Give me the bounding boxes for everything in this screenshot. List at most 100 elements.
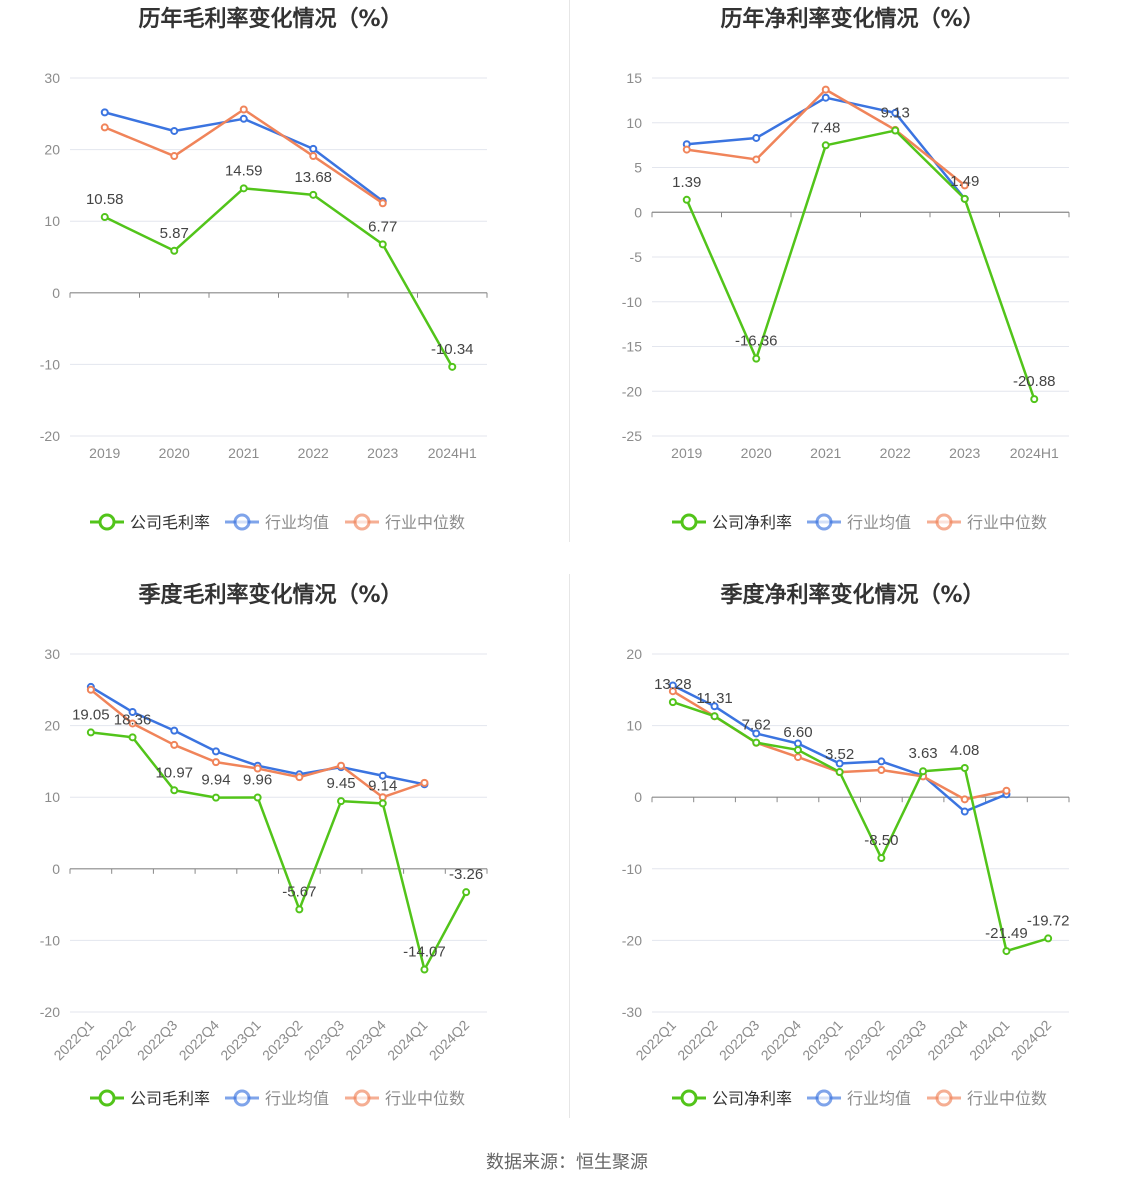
data-point-industry_median [682,145,691,154]
data-point-company [960,194,969,203]
y-tick-label: 30 [44,70,60,86]
data-point-industry_avg [309,144,318,153]
y-tick-label: -10 [40,356,60,372]
data-point-company [420,965,429,974]
data-point-company [752,354,761,363]
data-point-industry_median [378,199,387,208]
data-point-industry_median [295,773,304,782]
data-label: 6.60 [783,724,812,741]
x-tick-label: 2023Q4 [342,1017,389,1064]
x-tick-label: 2024Q1 [384,1017,431,1064]
data-label: 10.97 [155,764,193,781]
x-tick-label: 2022Q3 [134,1017,181,1064]
x-tick-label: 2024H1 [428,445,477,461]
x-tick-label: 2019 [671,445,702,461]
legend-marker-icon [680,513,698,531]
data-point-company [448,362,457,371]
legend-label: 行业中位数 [967,1090,1047,1108]
data-point-industry_median [668,687,677,696]
data-label: 13.28 [654,676,692,693]
legend-label: 行业中位数 [967,514,1047,532]
legend-marker-icon [680,1089,698,1107]
data-point-industry_avg [960,807,969,816]
data-point-company [835,767,844,776]
data-point-company [378,240,387,249]
series-line-company [104,187,454,368]
chart-quarterly-gross-margin: 季度毛利率变化情况（%）3020100-10-202022Q12022Q2202… [40,582,488,1108]
data-point-industry_median [960,181,969,190]
data-point-industry_avg [793,739,802,748]
x-tick-label: 2023Q2 [259,1017,306,1064]
data-point-company [682,195,691,204]
data-point-industry_median [170,152,179,161]
legend-label: 行业中位数 [385,1090,465,1108]
data-point-company [752,738,761,747]
data-point-industry_median [337,761,346,770]
data-point-company [891,126,900,135]
data-point-industry_median [128,719,137,728]
data-point-industry_median [1002,786,1011,795]
data-point-industry_avg [170,726,179,735]
x-tick-label: 2023Q3 [883,1017,930,1064]
data-point-industry_median [211,758,220,767]
data-point-industry_avg [239,114,248,123]
data-point-company [170,246,179,255]
x-tick-label: 2020 [741,445,772,461]
y-tick-label: -25 [622,428,642,444]
data-label: 7.48 [811,119,840,136]
data-label: -8.50 [864,832,898,849]
data-label: 1.49 [950,173,979,190]
chart-quarterly-net-margin: 季度净利率变化情况（%）20100-10-20-302022Q12022Q220… [622,582,1070,1108]
data-label: -16.36 [735,333,778,350]
chart-title: 季度毛利率变化情况（%） [138,582,402,608]
x-tick-label: 2023Q3 [301,1017,348,1064]
data-point-company [128,733,137,742]
data-label: 1.39 [672,174,701,191]
chart-title: 历年净利率变化情况（%） [720,6,984,32]
x-tick-label: 2021 [228,445,259,461]
data-point-company [821,141,830,150]
y-tick-label: -20 [40,1004,60,1020]
y-tick-label: 0 [634,789,642,805]
x-tick-label: 2022 [298,445,329,461]
data-point-company [1002,947,1011,956]
data-point-industry_avg [752,729,761,738]
data-point-industry_avg [100,108,109,117]
chart-panel-quarterly-net-margin: 季度净利率变化情况（%） 20 10 0 -10 -20 -30 2022Q1 2022Q2 20… [582,576,1134,1152]
data-label: 9.14 [368,777,397,794]
data-point-company [295,905,304,914]
y-tick-label: 10 [44,789,60,805]
x-tick-label: 2024Q1 [966,1017,1013,1064]
data-point-industry_avg [128,707,137,716]
y-tick-label: 10 [44,213,60,229]
x-tick-label: 2022Q4 [176,1017,223,1064]
data-point-industry_avg [877,757,886,766]
data-label: 11.31 [696,690,732,707]
y-tick-label: 0 [52,861,60,877]
y-tick-label: 0 [634,204,642,220]
chart-title: 历年毛利率变化情况（%） [138,6,402,32]
data-point-company [960,763,969,772]
data-point-company [100,213,109,222]
legend-label: 公司毛利率 [130,514,210,532]
y-tick-label: -20 [622,932,642,948]
x-tick-label: 2022 [880,445,911,461]
data-point-industry_median [378,793,387,802]
x-tick-label: 2022Q1 [632,1017,679,1064]
series-line-company [90,731,468,971]
data-label: 3.63 [908,745,937,762]
series-line-industry_median [686,88,966,187]
legend-label: 公司毛利率 [130,1090,210,1108]
data-point-company [877,854,886,863]
data-label: 9.45 [326,775,355,792]
chart-panel-annual-gross-margin: 历年毛利率变化情况（%） 30 20 10 0 -10 -20 2019 2020 2021 202… [0,0,567,576]
data-label: 14.59 [225,162,263,179]
data-point-industry_median [877,765,886,774]
x-tick-label: 2024H1 [1010,445,1059,461]
data-point-company [1044,934,1053,943]
y-tick-label: -20 [622,383,642,399]
legend-marker-icon [353,513,371,531]
chart-annual-net-margin: 历年净利率变化情况（%） 15 10 5 0 -5 -10 -15 -20 -25 2019 2020… [622,6,1070,532]
data-point-industry_median [86,685,95,694]
panel-divider-top [569,0,570,542]
